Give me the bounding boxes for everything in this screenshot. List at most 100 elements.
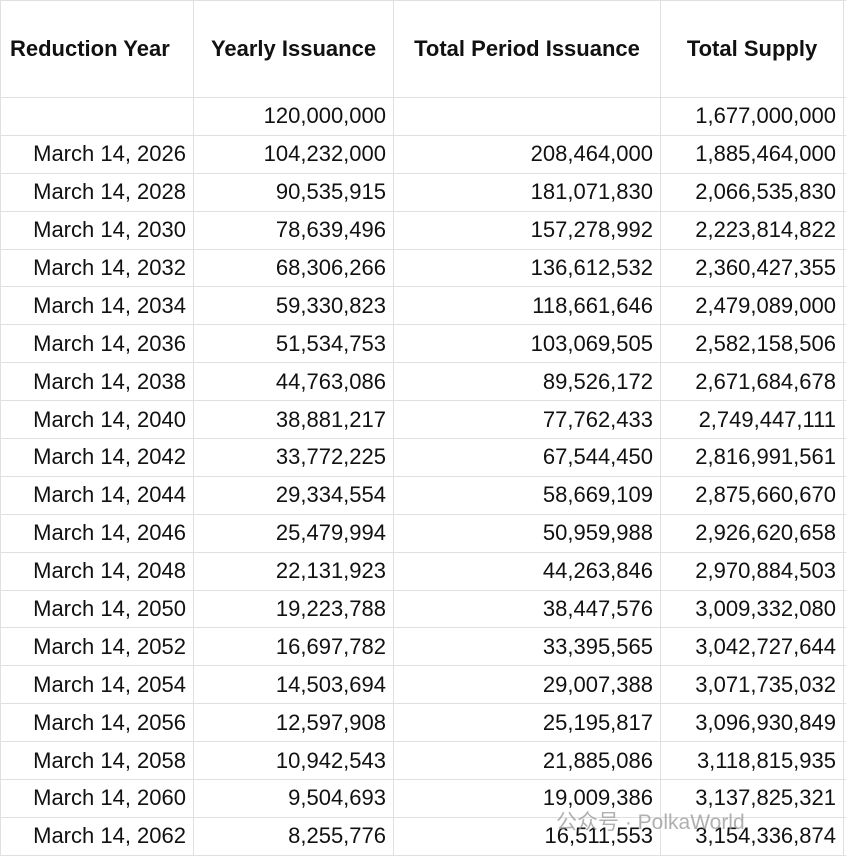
table-cell: March 14, 2056 bbox=[1, 704, 194, 742]
table-cell: 3,096,930,849 bbox=[661, 704, 844, 742]
table-cell: March 14, 2048 bbox=[1, 552, 194, 590]
empty-cell bbox=[1, 98, 194, 136]
table-cell: 3,071,735,032 bbox=[661, 666, 844, 704]
table-cell: 2,066,535,830 bbox=[661, 173, 844, 211]
table-cell: 1,677,000,000 bbox=[661, 98, 844, 136]
table-cell: 2,479,089,000 bbox=[661, 287, 844, 325]
table-cell: March 14, 2050 bbox=[1, 590, 194, 628]
header-cell: Reduction Year bbox=[1, 1, 194, 98]
table-cell: March 14, 2026 bbox=[1, 135, 194, 173]
table-cell: 21,885,086 bbox=[394, 742, 661, 780]
table-cell: March 14, 2052 bbox=[1, 628, 194, 666]
table-cell: 2,223,814,822 bbox=[661, 211, 844, 249]
table-cell: March 14, 2042 bbox=[1, 439, 194, 477]
table-cell: March 14, 2030 bbox=[1, 211, 194, 249]
table-cell: 38,447,576 bbox=[394, 590, 661, 628]
table-cell: 59,330,823 bbox=[194, 287, 394, 325]
table-row: 120,000,000 1,677,000,000 bbox=[1, 98, 846, 136]
table-cell: 25,479,994 bbox=[194, 514, 394, 552]
table-cell: 2,970,884,503 bbox=[661, 552, 844, 590]
table-cell: March 14, 2036 bbox=[1, 325, 194, 363]
table-cell: 19,223,788 bbox=[194, 590, 394, 628]
table-cell: 22,131,923 bbox=[194, 552, 394, 590]
table-cell: 68,306,266 bbox=[194, 249, 394, 287]
table-cell: 157,278,992 bbox=[394, 211, 661, 249]
table-cell: 58,669,109 bbox=[394, 476, 661, 514]
table-cell: 33,395,565 bbox=[394, 628, 661, 666]
header-cell: Total Supply bbox=[661, 1, 844, 98]
table-cell: March 14, 2062 bbox=[1, 817, 194, 855]
table-cell: 2,875,660,670 bbox=[661, 476, 844, 514]
watermark: 公众号 · PolkaWorld bbox=[556, 806, 745, 836]
table-cell: 8,255,776 bbox=[194, 817, 394, 855]
table-cell: March 14, 2054 bbox=[1, 666, 194, 704]
table-cell: 2,671,684,678 bbox=[661, 363, 844, 401]
table-cell: 2,749,447,111 bbox=[661, 401, 844, 439]
empty-cell bbox=[394, 98, 661, 136]
table-cell: 38,881,217 bbox=[194, 401, 394, 439]
table-cell: 3,042,727,644 bbox=[661, 628, 844, 666]
table-cell: March 14, 2060 bbox=[1, 780, 194, 818]
table-cell: 2,816,991,561 bbox=[661, 439, 844, 477]
table-cell: 3,009,332,080 bbox=[661, 590, 844, 628]
table-cell: 181,071,830 bbox=[394, 173, 661, 211]
table-cell: 77,762,433 bbox=[394, 401, 661, 439]
table-cell: 51,534,753 bbox=[194, 325, 394, 363]
table-cell: 78,639,496 bbox=[194, 211, 394, 249]
table-cell: 33,772,225 bbox=[194, 439, 394, 477]
table-cell: 16,697,782 bbox=[194, 628, 394, 666]
table-cell: 9,504,693 bbox=[194, 780, 394, 818]
header-cell: Total Period Issuance bbox=[394, 1, 661, 98]
table-cell: 2,360,427,355 bbox=[661, 249, 844, 287]
table-cell: 103,069,505 bbox=[394, 325, 661, 363]
table-cell: 104,232,000 bbox=[194, 135, 394, 173]
table-cell: March 14, 2040 bbox=[1, 401, 194, 439]
table-cell: 14,503,694 bbox=[194, 666, 394, 704]
table-cell: 29,334,554 bbox=[194, 476, 394, 514]
table-cell: 12,597,908 bbox=[194, 704, 394, 742]
table-cell: 44,763,086 bbox=[194, 363, 394, 401]
table-cell: March 14, 2032 bbox=[1, 249, 194, 287]
table-cell: March 14, 2034 bbox=[1, 287, 194, 325]
table-cell: 1,885,464,000 bbox=[661, 135, 844, 173]
table-cell: March 14, 2046 bbox=[1, 514, 194, 552]
table-cell: March 14, 2044 bbox=[1, 476, 194, 514]
table-cell: 89,526,172 bbox=[394, 363, 661, 401]
table-cell: 67,544,450 bbox=[394, 439, 661, 477]
table-cell: 44,263,846 bbox=[394, 552, 661, 590]
table-cell: 10,942,543 bbox=[194, 742, 394, 780]
table-cell: 208,464,000 bbox=[394, 135, 661, 173]
table-cell: 90,535,915 bbox=[194, 173, 394, 211]
table-cell: 120,000,000 bbox=[194, 98, 394, 136]
table-cell: 25,195,817 bbox=[394, 704, 661, 742]
table-cell: 136,612,532 bbox=[394, 249, 661, 287]
table-cell: 3,118,815,935 bbox=[661, 742, 844, 780]
table-cell: 2,926,620,658 bbox=[661, 514, 844, 552]
table-cell: 118,661,646 bbox=[394, 287, 661, 325]
header-cell: Yearly Issuance bbox=[194, 1, 394, 98]
table-cell: 29,007,388 bbox=[394, 666, 661, 704]
table-cell: March 14, 2058 bbox=[1, 742, 194, 780]
table-cell: March 14, 2038 bbox=[1, 363, 194, 401]
table-cell: March 14, 2028 bbox=[1, 173, 194, 211]
